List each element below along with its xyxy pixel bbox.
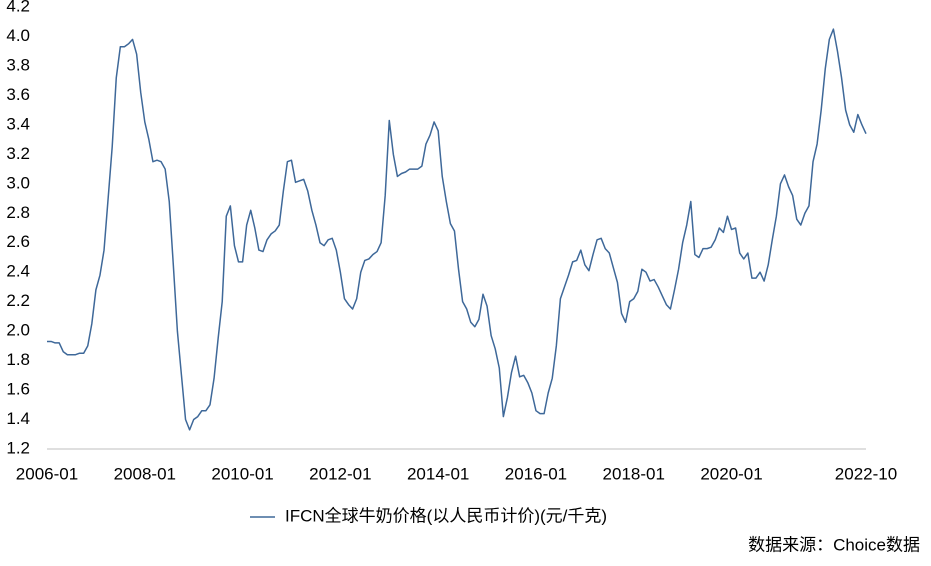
legend-label: IFCN全球牛奶价格(以人民币计价)(元/千克) xyxy=(285,506,607,525)
y-tick-label: 3.2 xyxy=(6,144,30,163)
y-tick-label: 3.4 xyxy=(6,114,30,133)
y-tick-label: 1.2 xyxy=(6,438,30,457)
x-tick-label: 2022-10 xyxy=(835,464,897,483)
y-tick-label: 1.8 xyxy=(6,350,30,369)
x-tick-label: 2010-01 xyxy=(211,464,273,483)
x-tick-label: 2016-01 xyxy=(505,464,567,483)
x-tick-label: 2012-01 xyxy=(309,464,371,483)
y-tick-label: 3.0 xyxy=(6,173,30,192)
y-tick-label: 4.2 xyxy=(6,0,30,15)
series-line xyxy=(47,28,867,431)
y-tick-label: 2.4 xyxy=(6,262,30,281)
x-tick-label: 2006-01 xyxy=(16,464,78,483)
x-tick-label: 2020-01 xyxy=(700,464,762,483)
y-tick-label: 3.6 xyxy=(6,85,30,104)
x-tick-label: 2014-01 xyxy=(407,464,469,483)
x-tick-label: 2018-01 xyxy=(603,464,665,483)
y-tick-label: 1.6 xyxy=(6,380,30,399)
y-tick-label: 4.0 xyxy=(6,26,30,45)
y-tick-label: 3.8 xyxy=(6,55,30,74)
source-note: 数据来源：Choice数据 xyxy=(748,535,920,554)
y-tick-label: 2.6 xyxy=(6,232,30,251)
y-tick-label: 1.4 xyxy=(6,409,30,428)
y-tick-label: 2.2 xyxy=(6,291,30,310)
y-tick-label: 2.0 xyxy=(6,321,30,340)
y-tick-label: 2.8 xyxy=(6,203,30,222)
x-tick-label: 2008-01 xyxy=(114,464,176,483)
